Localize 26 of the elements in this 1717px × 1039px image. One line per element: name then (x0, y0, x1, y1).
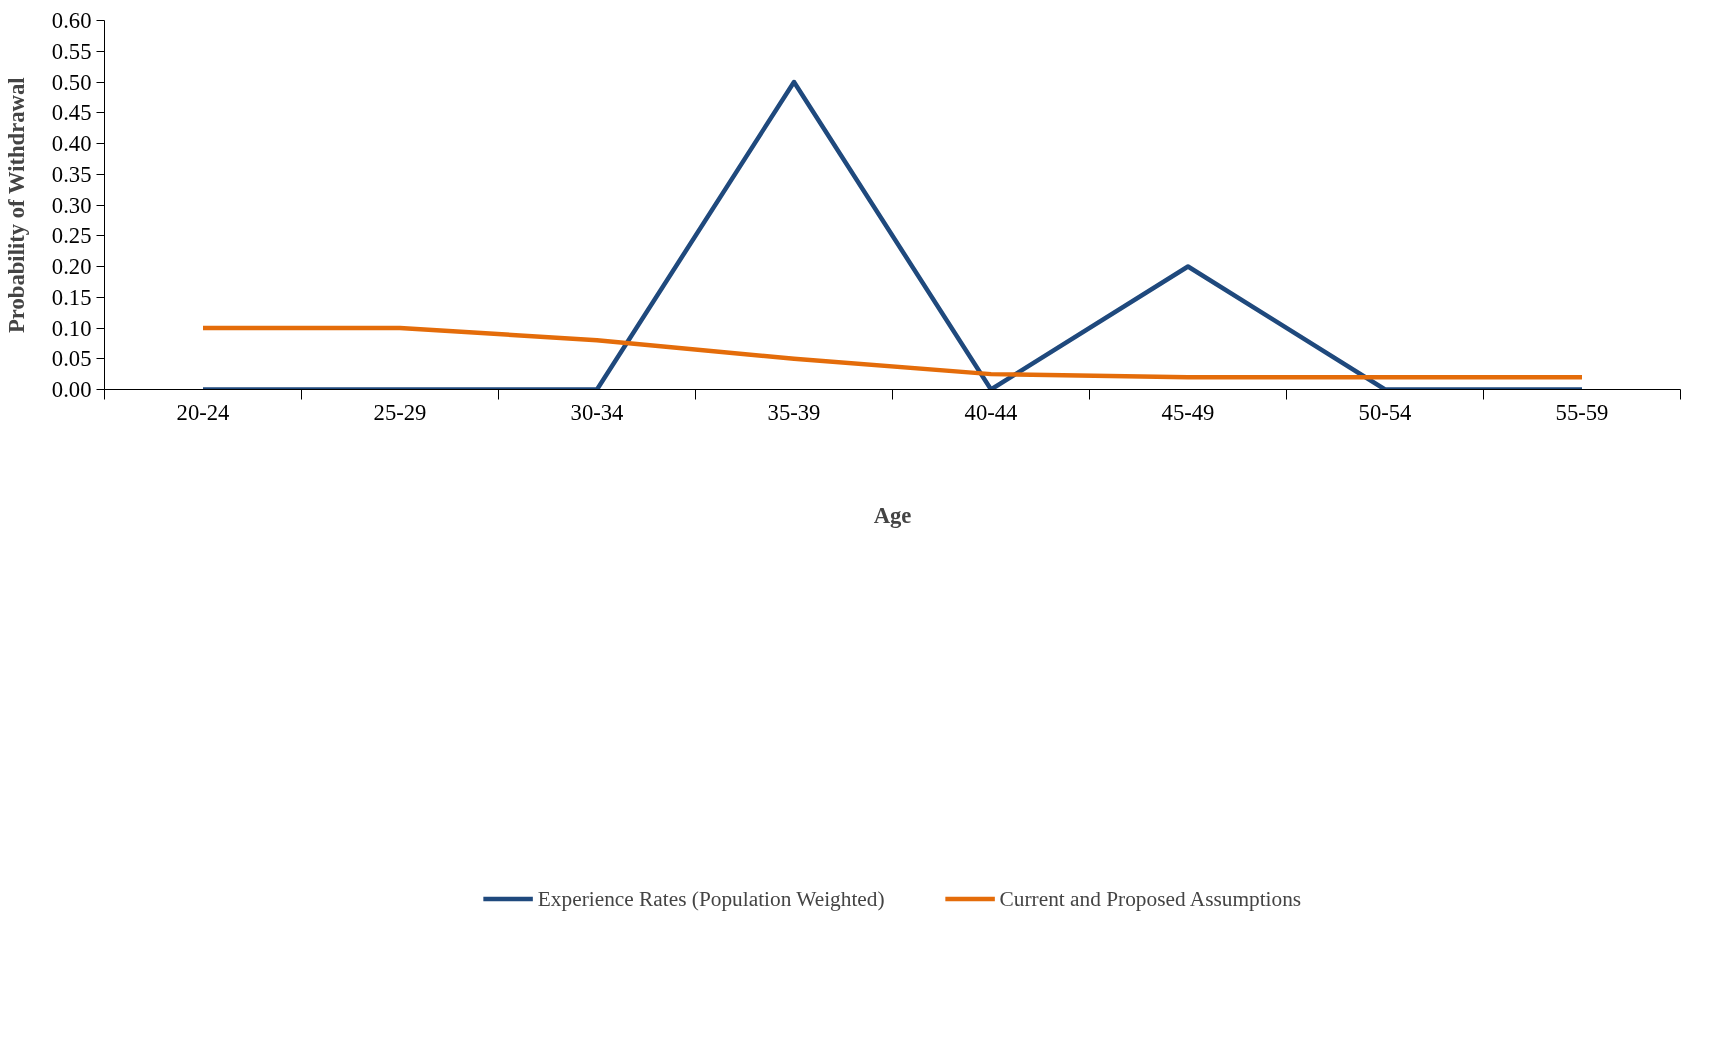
legend-label: Experience Rates (Population Weighted) (537, 886, 885, 912)
x-tick-label: 55-59 (1555, 399, 1609, 425)
y-tick-label: 0.45 (51, 100, 92, 126)
y-tick-label: 0.30 (51, 192, 92, 218)
x-tick-label: 20-24 (176, 399, 230, 425)
x-tick-label: 35-39 (767, 399, 821, 425)
y-tick-label: 0.10 (51, 315, 92, 341)
x-axis-title: Age (873, 502, 912, 528)
x-tick-label: 50-54 (1358, 399, 1412, 425)
y-tick-label: 0.35 (51, 161, 92, 187)
y-tick-label: 0.25 (51, 223, 92, 249)
x-tick-label: 45-49 (1161, 399, 1215, 425)
x-tick-label: 30-34 (570, 399, 624, 425)
line-series (200, 325, 1585, 380)
y-tick-label: 0.55 (51, 38, 92, 64)
x-tick-label: 25-29 (373, 399, 427, 425)
y-tick-label: 0.00 (51, 377, 92, 402)
x-tick-label: 40-44 (964, 399, 1018, 425)
legend-label: Current and Proposed Assumptions (999, 886, 1302, 912)
y-tick-label: 0.20 (51, 254, 92, 279)
y-tick-label: 0.60 (51, 8, 92, 33)
y-axis-title: Probability of Withdrawal (3, 77, 29, 333)
y-tick-label: 0.40 (51, 131, 92, 156)
y-tick-label: 0.50 (51, 69, 92, 95)
y-tick-label: 0.05 (51, 346, 92, 372)
y-tick-label: 0.15 (51, 284, 92, 310)
